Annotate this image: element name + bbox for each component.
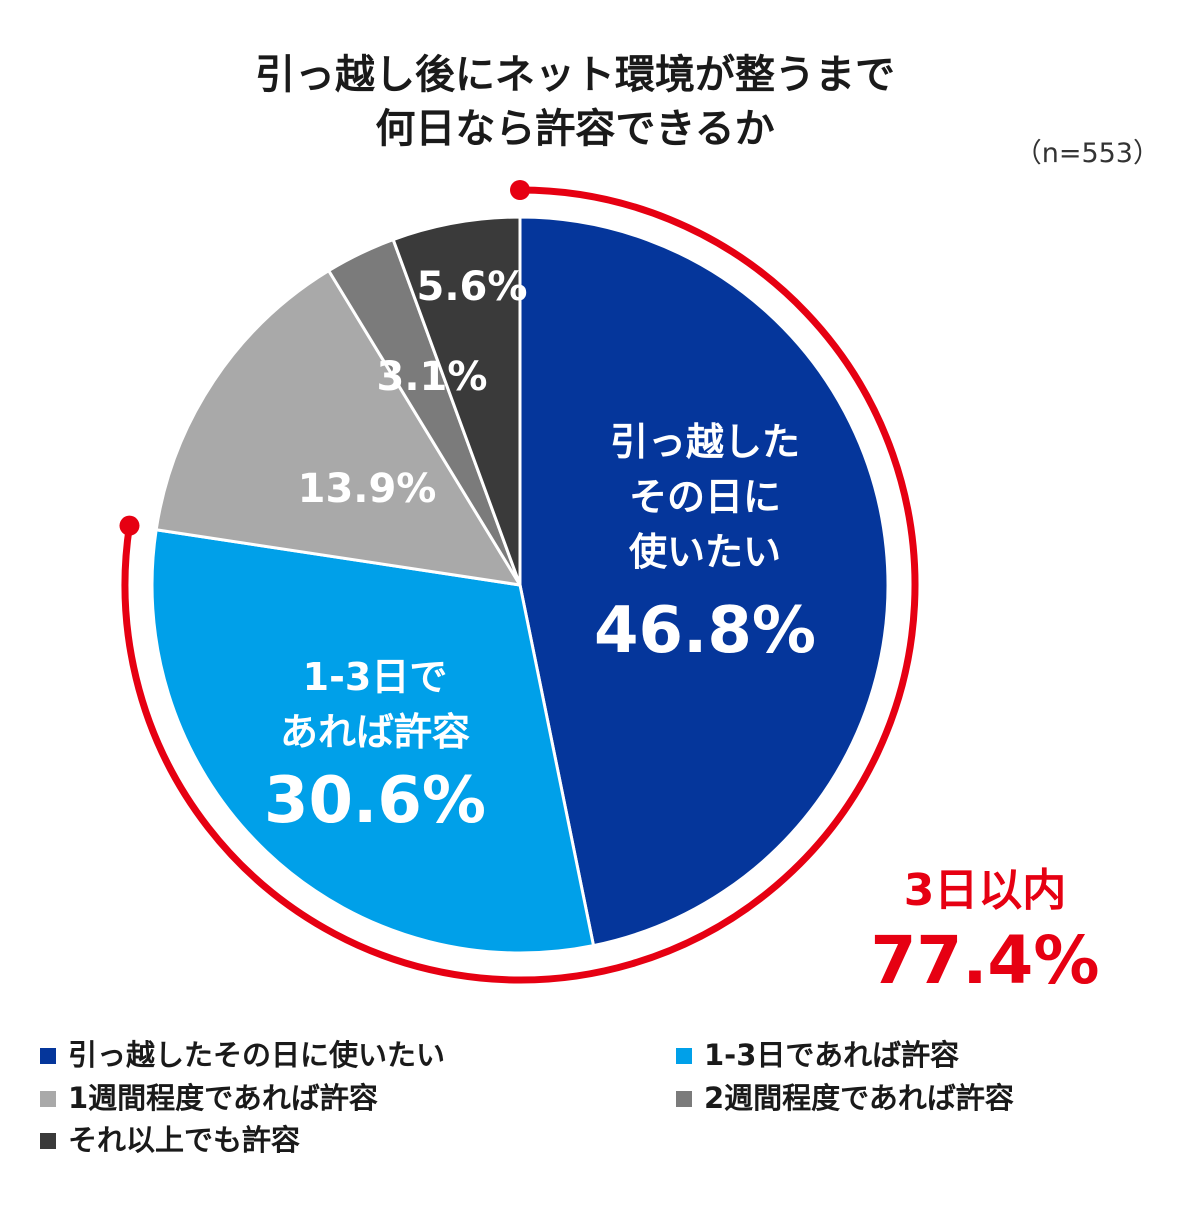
slice-label-1-line-2: その日に bbox=[629, 475, 781, 519]
callout-arc-start-dot bbox=[510, 180, 530, 200]
legend-swatch-4 bbox=[676, 1091, 692, 1107]
slice-value-label-3: 13.9% bbox=[298, 466, 437, 512]
pie-slice-3 bbox=[154, 269, 522, 587]
pie-slice-2 bbox=[150, 528, 595, 955]
sample-size-label: （n=553） bbox=[1015, 138, 1160, 169]
callout-label: 3日以内 bbox=[904, 865, 1067, 916]
callout-arc-end-dot bbox=[119, 515, 140, 536]
slice-value-label-1: 46.8% bbox=[594, 594, 816, 668]
legend-swatch-5 bbox=[40, 1133, 56, 1149]
callout-arc bbox=[121, 186, 919, 984]
legend-swatch-1 bbox=[40, 1048, 56, 1064]
slice-value-label-4: 3.1% bbox=[377, 354, 488, 400]
slice-label-2-line-2: あれば許容 bbox=[280, 710, 470, 754]
slice-label-1-line-3: 使いたい bbox=[629, 530, 781, 574]
pie-slice-1 bbox=[518, 215, 890, 948]
pie-slice-5 bbox=[391, 215, 522, 587]
legend-label-3: 1週間程度であれば許容 bbox=[68, 1081, 378, 1115]
callout-arc-layer bbox=[119, 180, 919, 984]
slice-value-label-5: 5.6% bbox=[417, 264, 528, 310]
slice-value-label-2: 30.6% bbox=[264, 764, 486, 838]
legend-label-4: 2週間程度であれば許容 bbox=[704, 1081, 1014, 1115]
legend-label-2: 1-3日であれば許容 bbox=[704, 1038, 959, 1072]
legend-swatch-2 bbox=[676, 1048, 692, 1064]
chart-title-line-1: 引っ越し後にネット環境が整うまで bbox=[255, 52, 895, 98]
callout-value: 77.4% bbox=[871, 922, 1100, 999]
slice-label-2-line-1: 1-3日で bbox=[303, 655, 448, 699]
slice-label-1-line-1: 引っ越した bbox=[610, 420, 800, 464]
slice-labels: 引っ越したその日に使いたい 46.8% 1-3日であれば許容 30.6% 13.9% 3.… bbox=[264, 264, 816, 838]
legend: 引っ越したその日に使いたい 1-3日であれば許容 1週間程度であれば許容 2週間程度で… bbox=[40, 1038, 1014, 1157]
legend-label-1: 引っ越したその日に使いたい bbox=[68, 1038, 445, 1072]
legend-label-5: それ以上でも許容 bbox=[68, 1123, 300, 1157]
legend-swatch-3 bbox=[40, 1091, 56, 1107]
chart-title-line-2: 何日なら許容できるか bbox=[375, 106, 774, 152]
pie-slices bbox=[150, 215, 890, 955]
